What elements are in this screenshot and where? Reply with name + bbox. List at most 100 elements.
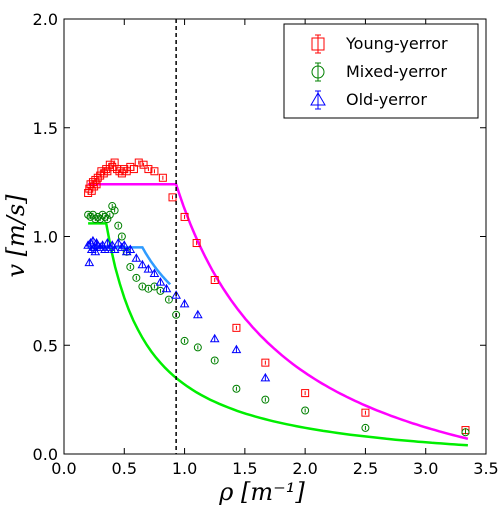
point-young-shape [139, 160, 148, 169]
point-old [137, 259, 148, 269]
point-young-shape [232, 323, 241, 332]
point-mixed-shape [150, 282, 159, 291]
point-young-shape [150, 167, 159, 176]
point-young-shape [361, 408, 370, 417]
point-old [107, 240, 118, 249]
point-mixed-shape [232, 384, 241, 393]
x-tick-label: 0.0 [51, 459, 76, 478]
point-young-shape [117, 169, 126, 178]
point-old [192, 309, 203, 319]
x-tick-label: 2.5 [353, 459, 378, 478]
point-young [139, 160, 148, 169]
point-old [143, 264, 154, 273]
legend-label-young: Young-yerror [345, 34, 448, 53]
point-young-shape [105, 160, 114, 169]
point-young [158, 173, 167, 182]
fit-curve-young [88, 183, 469, 441]
point-old [102, 238, 113, 247]
point-young [144, 165, 153, 174]
x-tick-label: 2.0 [292, 459, 317, 478]
point-mixed-shape [117, 232, 126, 241]
point-young-shape [87, 186, 96, 195]
point-mixed [461, 428, 470, 437]
point-mixed [150, 282, 159, 291]
y-tick-label: 1.5 [33, 119, 58, 138]
point-mixed-shape [361, 423, 370, 432]
point-old [179, 298, 190, 308]
legend-triangle-marker [310, 92, 326, 106]
legend-box [283, 23, 479, 119]
point-young [192, 239, 201, 248]
point-young [134, 158, 143, 167]
point-mixed-shape [261, 395, 270, 404]
point-young-shape [301, 389, 310, 398]
legend-marker-old [310, 90, 326, 110]
point-young [210, 276, 219, 284]
point-young-shape [134, 158, 143, 167]
point-mixed [180, 336, 189, 345]
point-mixed-shape [164, 295, 173, 304]
point-young-shape [180, 212, 189, 221]
legend-label-old: Old-yerror [346, 90, 427, 109]
y-tick-label: 0.0 [33, 445, 58, 464]
point-old [113, 238, 124, 247]
point-old [90, 246, 101, 256]
point-young-shape [158, 173, 167, 182]
point-mixed-shape [193, 343, 202, 352]
point-old [161, 283, 172, 293]
point-mixed [261, 395, 270, 404]
point-mixed-shape [100, 212, 109, 221]
point-old [119, 240, 130, 249]
point-old [209, 333, 220, 343]
series-mixed [84, 202, 470, 437]
point-old [109, 244, 120, 254]
point-mixed [301, 406, 310, 415]
x-tick-label: 1.5 [232, 459, 257, 478]
data-points [83, 158, 470, 437]
point-young-shape [120, 165, 129, 174]
point-old [231, 344, 242, 354]
point-young [301, 389, 310, 398]
point-mixed-shape [103, 215, 112, 224]
legend-entry-old: Old-yerror [310, 90, 427, 110]
point-young-shape [144, 165, 153, 174]
point-young-shape [129, 165, 138, 174]
point-young [180, 212, 189, 221]
point-mixed-shape [126, 262, 135, 271]
point-mixed-shape [210, 356, 219, 365]
point-mixed-shape [114, 221, 123, 230]
legend-circle-marker [311, 65, 325, 79]
point-young-shape [210, 276, 219, 284]
point-young [361, 408, 370, 417]
fit-curve-mixed [88, 222, 468, 447]
point-young-shape [91, 175, 100, 184]
point-old [125, 244, 136, 254]
legend-entry-young: Young-yerror [311, 34, 448, 54]
point-mixed [361, 423, 370, 432]
legend-marker-young [311, 34, 325, 54]
point-mixed-shape [461, 428, 470, 437]
point-mixed [210, 356, 219, 365]
point-mixed-shape [84, 210, 93, 219]
point-old [149, 268, 160, 277]
point-young [150, 167, 159, 176]
point-old [155, 277, 166, 286]
point-mixed-shape [180, 336, 189, 345]
point-mixed [232, 384, 241, 393]
point-young-shape [192, 239, 201, 248]
point-mixed [132, 273, 141, 282]
point-mixed [117, 232, 126, 241]
axis-ticks: 0.0 0.5 1.0 1.5 2.0 2.5 3.0 3.5 0.0 0.5 1.0 1.5 2.0 [33, 10, 499, 478]
point-old [260, 372, 271, 382]
point-mixed-shape [91, 215, 100, 224]
x-tick-label: 3.5 [473, 459, 498, 478]
x-tick-label: 3.0 [413, 459, 438, 478]
legend-entry-mixed: Mixed-yerror [311, 62, 447, 82]
point-mixed-shape [108, 202, 117, 211]
fit-curve-old [88, 246, 172, 286]
point-mixed-shape [172, 310, 181, 319]
legend-marker-mixed [311, 62, 325, 82]
point-mixed [110, 206, 119, 215]
y-tick-label: 1.0 [33, 228, 58, 247]
